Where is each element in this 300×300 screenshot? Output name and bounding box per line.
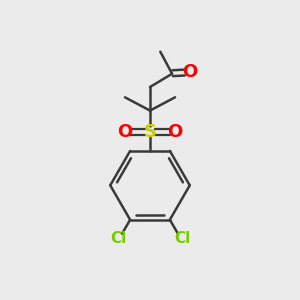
Text: O: O bbox=[182, 63, 197, 81]
Text: O: O bbox=[167, 123, 183, 141]
Text: Cl: Cl bbox=[174, 231, 190, 246]
Text: O: O bbox=[117, 123, 133, 141]
Text: Cl: Cl bbox=[110, 231, 126, 246]
Text: S: S bbox=[143, 123, 157, 141]
